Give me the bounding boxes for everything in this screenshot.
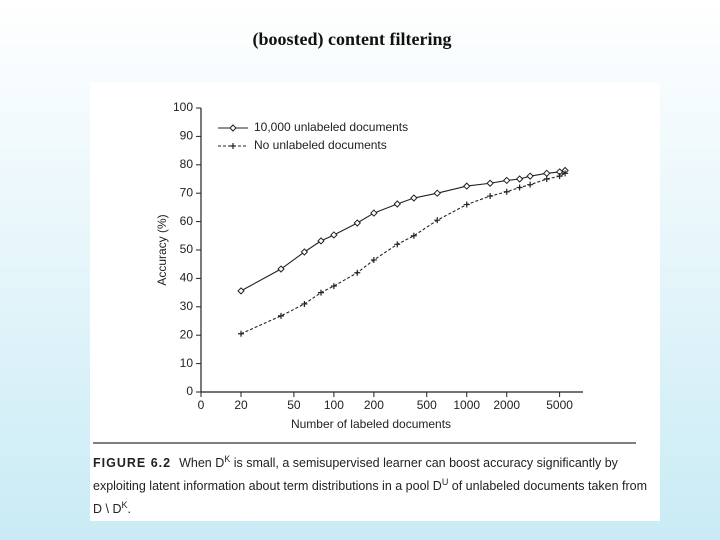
point-marker <box>330 283 337 290</box>
point-marker <box>410 194 418 202</box>
x-axis-label: Number of labeled documents <box>291 417 451 431</box>
caption-text: is small, a semisupervised learner can b… <box>93 456 618 494</box>
y-tick-label: 90 <box>180 129 194 143</box>
series-line <box>240 169 566 292</box>
legend-label: 10,000 unlabeled documents <box>254 120 408 134</box>
figure-caption: FIGURE 6.2 When DK is small, a semisuperv… <box>93 450 648 519</box>
legend-label: No unlabeled documents <box>254 138 387 152</box>
caption-superscript: K <box>224 454 231 464</box>
point-marker <box>562 170 569 177</box>
caption-superscript: K <box>121 500 128 511</box>
point-marker <box>330 231 338 239</box>
point-marker <box>434 217 441 224</box>
point-marker <box>394 241 401 248</box>
x-tick-label: 20 <box>234 398 248 412</box>
y-tick-label: 50 <box>180 242 194 256</box>
caption-label: FIGURE 6.2 <box>93 456 172 471</box>
point-marker <box>237 287 245 295</box>
x-tick-label: 0 <box>198 398 205 412</box>
x-tick-label: 1000 <box>453 398 480 412</box>
point-marker <box>516 184 523 191</box>
y-tick-label: 30 <box>180 299 194 313</box>
point-marker <box>503 188 510 195</box>
x-tick-label: 100 <box>324 398 344 412</box>
point-marker <box>487 193 494 200</box>
point-marker <box>486 179 494 187</box>
point-marker <box>370 209 378 217</box>
y-tick-label: 40 <box>180 271 194 285</box>
point-marker <box>393 200 401 208</box>
point-marker <box>353 219 361 227</box>
point-marker <box>229 124 237 132</box>
caption-text: of unlabeled documents taken from D \ D <box>93 479 648 517</box>
x-tick-label: 500 <box>417 398 437 412</box>
point-marker <box>527 181 534 188</box>
point-marker <box>301 300 308 307</box>
point-marker <box>230 143 236 149</box>
point-marker <box>463 182 471 190</box>
y-tick-label: 100 <box>173 100 193 114</box>
y-tick-label: 60 <box>180 214 194 228</box>
y-tick-label: 10 <box>180 356 194 370</box>
point-marker <box>354 269 361 276</box>
x-tick-label: 2000 <box>493 398 520 412</box>
y-axis-label: Accuracy (%) <box>155 214 169 285</box>
x-tick-label: 5000 <box>546 398 573 412</box>
point-marker <box>526 172 534 180</box>
y-tick-label: 70 <box>180 185 194 199</box>
point-marker <box>463 201 470 208</box>
point-marker <box>543 176 550 182</box>
x-tick-label: 50 <box>287 398 301 412</box>
y-tick-label: 0 <box>186 384 193 398</box>
y-tick-label: 80 <box>180 157 194 171</box>
x-tick-label: 200 <box>364 398 384 412</box>
point-marker <box>237 330 244 337</box>
slide-title: (boosted) content filtering <box>252 29 452 49</box>
figure-card <box>90 83 660 521</box>
point-marker <box>410 232 417 239</box>
point-marker <box>515 175 524 183</box>
point-marker <box>300 248 309 256</box>
point-marker <box>277 265 285 273</box>
series-line <box>240 172 566 335</box>
point-marker <box>503 176 511 185</box>
point-marker <box>433 189 441 197</box>
point-marker <box>543 169 551 178</box>
caption-text: When D <box>179 456 225 471</box>
point-marker <box>556 173 563 180</box>
point-marker <box>370 256 377 263</box>
caption-text: . <box>127 502 131 517</box>
point-marker <box>317 289 324 296</box>
y-tick-label: 20 <box>180 327 194 341</box>
point-marker <box>277 312 284 319</box>
point-marker <box>317 237 325 245</box>
caption-superscript: U <box>441 477 449 488</box>
